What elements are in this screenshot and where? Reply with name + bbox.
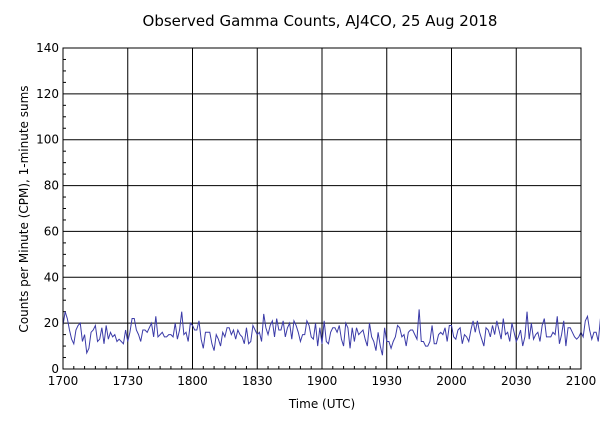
y-tick-label: 80 bbox=[44, 179, 59, 193]
chart-title: Observed Gamma Counts, AJ4CO, 25 Aug 201… bbox=[143, 12, 498, 30]
x-tick-label: 1800 bbox=[177, 374, 208, 388]
x-tick-label: 1900 bbox=[307, 374, 338, 388]
y-tick-label: 40 bbox=[44, 270, 59, 284]
x-tick-label: 1730 bbox=[112, 374, 143, 388]
x-tick-label: 2100 bbox=[566, 374, 597, 388]
x-tick-label: 1830 bbox=[242, 374, 273, 388]
plot-frame bbox=[62, 47, 582, 370]
x-tick-label: 1930 bbox=[371, 374, 402, 388]
x-tick-label: 2000 bbox=[436, 374, 467, 388]
y-tick-label: 140 bbox=[36, 41, 59, 55]
y-tick-label: 0 bbox=[51, 362, 59, 376]
y-tick-label: 100 bbox=[36, 133, 59, 147]
y-axis-label: Counts per Minute (CPM), 1-minute sums bbox=[17, 85, 31, 332]
x-axis-ticks: 1700 1730 1800 1830 1900 1930 2000 2030 2100 bbox=[48, 374, 597, 388]
grid bbox=[63, 48, 581, 369]
y-tick-label: 20 bbox=[44, 316, 59, 330]
y-tick-label: 120 bbox=[36, 87, 59, 101]
x-tick-label: 1700 bbox=[48, 374, 79, 388]
y-axis-ticks: 0 20 40 60 80 100 120 140 bbox=[36, 41, 59, 376]
x-tick-label: 2030 bbox=[501, 374, 532, 388]
y-tick-label: 60 bbox=[44, 224, 59, 238]
x-axis-label: Time (UTC) bbox=[288, 397, 355, 411]
